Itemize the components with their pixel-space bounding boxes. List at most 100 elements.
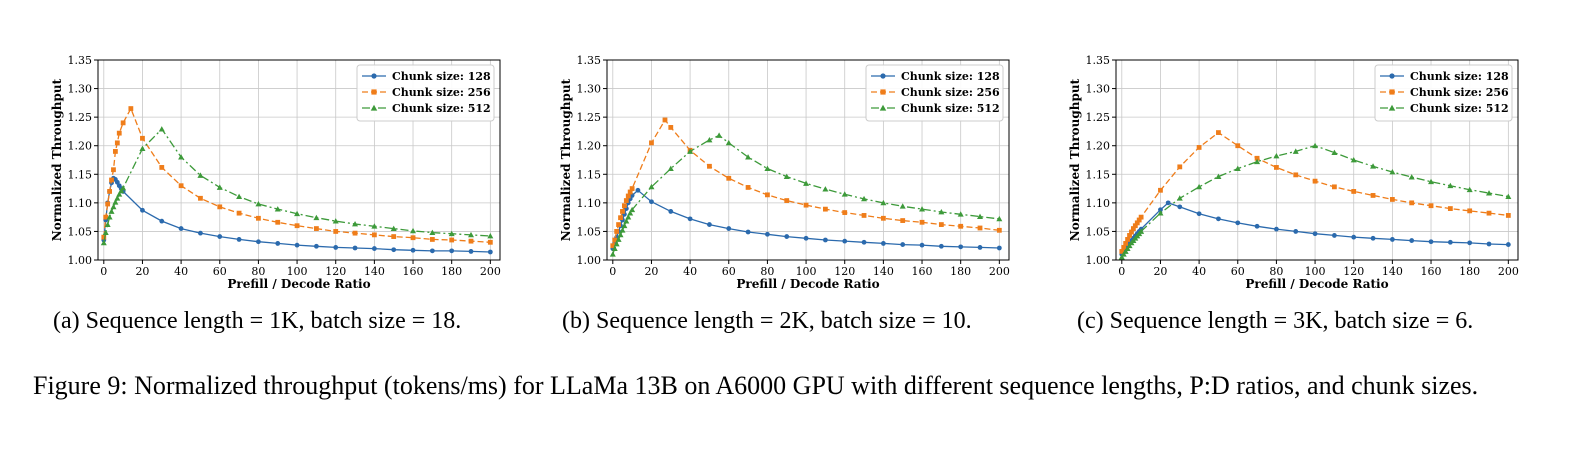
data-point bbox=[110, 203, 117, 210]
legend-label: Chunk size: 256 bbox=[392, 86, 491, 99]
data-point bbox=[449, 237, 455, 243]
data-point bbox=[1254, 223, 1260, 229]
x-tick-label: 60 bbox=[213, 265, 227, 278]
data-point bbox=[627, 210, 634, 216]
data-point bbox=[1505, 242, 1511, 247]
data-point bbox=[1196, 145, 1202, 150]
data-point bbox=[803, 235, 809, 241]
y-tick-label: 1.05 bbox=[68, 225, 93, 238]
data-point bbox=[1370, 235, 1376, 241]
data-point bbox=[109, 177, 114, 183]
data-point bbox=[900, 242, 906, 247]
data-point bbox=[410, 227, 417, 234]
data-point bbox=[429, 237, 435, 242]
data-point bbox=[783, 173, 790, 179]
y-tick-label: 1.30 bbox=[68, 83, 93, 96]
data-point bbox=[958, 223, 964, 229]
x-tick-label: 60 bbox=[1231, 265, 1245, 278]
data-point bbox=[1118, 254, 1125, 260]
legend-label: Chunk size: 128 bbox=[392, 70, 491, 83]
data-point bbox=[1215, 173, 1222, 179]
data-point bbox=[352, 221, 359, 227]
data-point bbox=[1120, 251, 1127, 257]
x-tick-label: 80 bbox=[1269, 265, 1283, 278]
x-tick-label: 200 bbox=[1498, 265, 1519, 278]
x-tick-label: 160 bbox=[1421, 265, 1442, 278]
data-point bbox=[623, 198, 629, 203]
y-tick-label: 1.15 bbox=[577, 168, 602, 181]
legend: Chunk size: 128 Chunk size: 256 Chunk size… bbox=[356, 64, 495, 122]
x-tick-label: 40 bbox=[683, 265, 697, 278]
data-point bbox=[687, 148, 694, 154]
data-point bbox=[1196, 183, 1203, 190]
data-point bbox=[1428, 203, 1434, 209]
data-point bbox=[352, 230, 358, 236]
x-tick-label: 0 bbox=[100, 265, 107, 278]
data-point bbox=[120, 120, 126, 126]
legend-marker bbox=[371, 89, 377, 95]
data-point bbox=[140, 207, 145, 213]
data-point bbox=[1273, 153, 1280, 159]
y-tick-label: 1.00 bbox=[68, 254, 93, 267]
y-axis-label: Normalized Throughput bbox=[50, 78, 64, 241]
legend-box bbox=[865, 64, 1004, 122]
data-point bbox=[726, 175, 732, 181]
data-point bbox=[1157, 210, 1164, 216]
data-point bbox=[487, 233, 494, 239]
y-tick-label: 1.10 bbox=[577, 197, 602, 210]
x-tick-label: 140 bbox=[1382, 265, 1403, 278]
data-point bbox=[107, 189, 112, 194]
data-point bbox=[313, 243, 319, 249]
legend-marker bbox=[370, 104, 378, 111]
data-point bbox=[158, 126, 165, 132]
data-point bbox=[105, 201, 111, 207]
data-point bbox=[745, 185, 751, 190]
data-point bbox=[1123, 241, 1129, 246]
x-tick-label: 160 bbox=[912, 265, 933, 278]
data-point bbox=[410, 247, 416, 253]
data-point bbox=[803, 202, 809, 208]
subcaption-b: (b) Sequence length = 2K, batch size = 1… bbox=[562, 308, 972, 334]
y-axis-label: Normalized Throughput bbox=[1068, 78, 1082, 241]
data-point bbox=[100, 239, 107, 246]
data-point bbox=[745, 229, 751, 235]
y-tick-label: 1.15 bbox=[68, 168, 93, 181]
data-point bbox=[1254, 158, 1261, 165]
data-point bbox=[1216, 216, 1221, 222]
data-point bbox=[1121, 245, 1127, 250]
legend-label: Chunk size: 512 bbox=[1410, 102, 1509, 115]
data-point bbox=[371, 246, 377, 251]
data-point bbox=[614, 229, 620, 234]
data-point bbox=[468, 238, 474, 244]
data-point bbox=[1351, 189, 1357, 194]
y-tick-label: 1.20 bbox=[68, 140, 93, 153]
data-point bbox=[313, 226, 319, 231]
data-point bbox=[487, 239, 493, 245]
data-point bbox=[899, 203, 906, 209]
chart-0: 0 20 40 60 80 100 120 140 160 180 200 1.00 1.05 1.10 1… bbox=[50, 54, 501, 291]
data-point bbox=[256, 239, 261, 245]
data-point bbox=[938, 209, 945, 215]
legend-marker bbox=[371, 73, 377, 79]
data-point bbox=[649, 140, 654, 146]
data-point bbox=[609, 251, 616, 257]
legend: Chunk size: 128 Chunk size: 256 Chunk size… bbox=[865, 64, 1004, 122]
data-point bbox=[112, 199, 119, 205]
data-point bbox=[236, 210, 242, 216]
data-point bbox=[1351, 234, 1357, 240]
data-point bbox=[1312, 178, 1318, 184]
series-2 bbox=[1118, 142, 1512, 260]
x-tick-label: 100 bbox=[1305, 265, 1326, 278]
data-point bbox=[880, 241, 886, 246]
data-point bbox=[1124, 245, 1131, 251]
x-tick-label: 20 bbox=[1153, 265, 1167, 278]
data-point bbox=[1505, 193, 1512, 199]
data-point bbox=[198, 230, 203, 236]
legend-label: Chunk size: 128 bbox=[901, 70, 1000, 83]
data-point bbox=[1312, 142, 1319, 149]
data-point bbox=[294, 210, 301, 217]
figure-charts: 0 20 40 60 80 100 120 140 160 180 2001.001.051.101… bbox=[50, 54, 1519, 291]
data-point bbox=[178, 154, 185, 160]
data-point bbox=[996, 227, 1002, 233]
legend-marker bbox=[880, 89, 886, 95]
